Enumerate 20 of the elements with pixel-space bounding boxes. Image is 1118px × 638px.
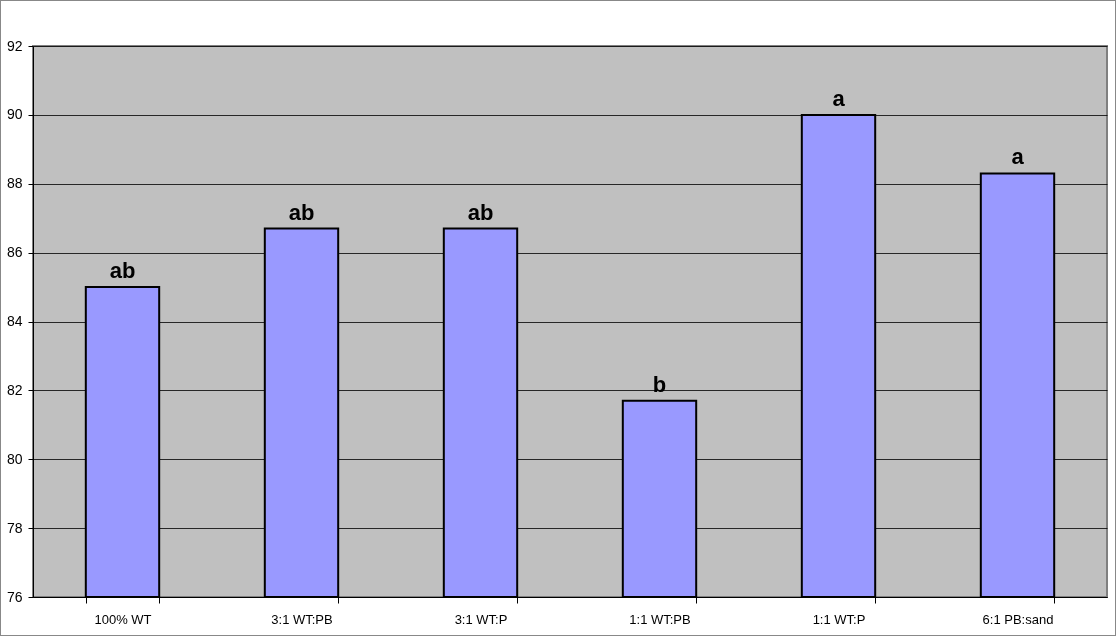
y-tick-label: 86	[6, 244, 23, 261]
y-tick-label: 92	[6, 37, 23, 54]
y-tick-label: 80	[6, 450, 23, 467]
x-tick-label: 3:1 WT:P	[454, 611, 508, 627]
x-tick-label: 6:1 PB:sand	[982, 611, 1054, 627]
x-tick-label: 100% WT	[94, 611, 152, 627]
annotation: ab	[288, 199, 315, 225]
y-tick-label: 90	[6, 106, 23, 123]
annotation: ab	[467, 199, 494, 225]
y-tick-label: 88	[6, 175, 23, 192]
x-tick-label: 1:1 WT:P	[812, 611, 866, 627]
y-tick-label: 76	[6, 588, 23, 605]
y-tick-label: 82	[6, 381, 23, 398]
y-tick-label: 84	[6, 313, 23, 329]
y-tick-label: 78	[6, 519, 23, 536]
annotation: a	[832, 85, 846, 111]
annotation: ab	[109, 258, 136, 284]
annotation: a	[1011, 144, 1025, 170]
x-tick-label: 3:1 WT:PB	[271, 611, 333, 627]
x-tick-label: 1:1 WT:PB	[629, 611, 691, 627]
